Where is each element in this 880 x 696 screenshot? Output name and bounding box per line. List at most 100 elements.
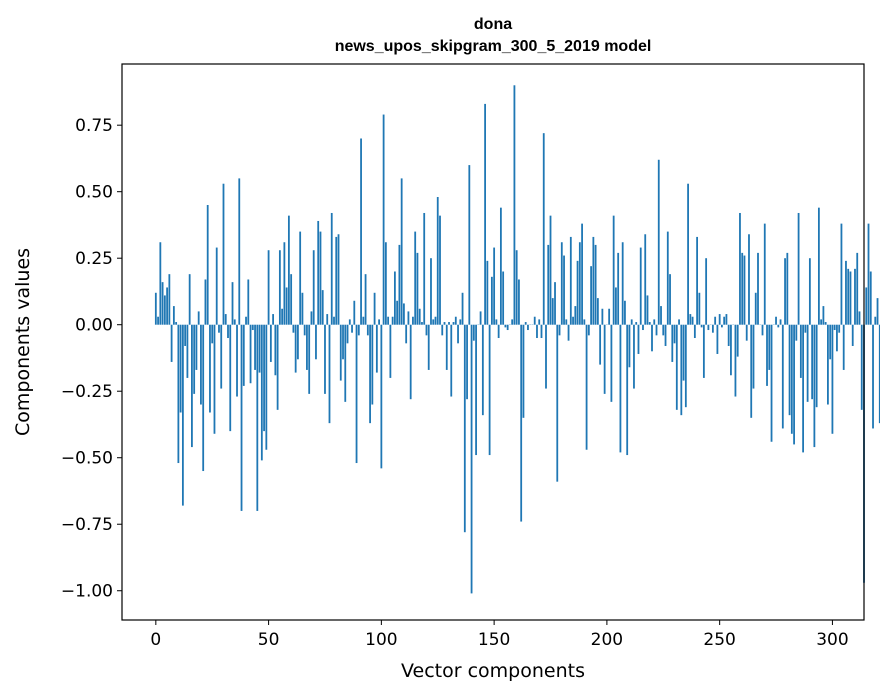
bar-280 xyxy=(786,252,789,325)
bar-231 xyxy=(675,324,678,410)
bar-6 xyxy=(168,274,171,325)
bar-211 xyxy=(630,319,633,325)
bar-42 xyxy=(249,324,252,384)
bar-series xyxy=(154,85,880,594)
bar-178 xyxy=(556,324,559,482)
bar-156 xyxy=(506,324,509,331)
bar-249 xyxy=(716,324,719,354)
bar-168 xyxy=(533,316,536,325)
bar-216 xyxy=(642,324,644,331)
bar-45 xyxy=(256,324,259,511)
bar-110 xyxy=(403,303,405,325)
bar-104 xyxy=(389,324,392,378)
bar-273 xyxy=(770,324,773,442)
bar-269 xyxy=(761,324,764,336)
bar-87 xyxy=(351,324,353,333)
bar-107 xyxy=(396,300,399,325)
plot-frame xyxy=(121,63,865,621)
bar-271 xyxy=(766,324,768,386)
bar-67 xyxy=(306,324,308,370)
bar-43 xyxy=(251,324,254,331)
bar-75 xyxy=(324,324,326,394)
bar-248 xyxy=(714,316,717,325)
bar-101 xyxy=(382,114,385,325)
bar-7 xyxy=(170,324,173,362)
bar-171 xyxy=(540,324,543,339)
bar-9 xyxy=(175,322,178,325)
bar-282 xyxy=(790,324,793,434)
bar-79 xyxy=(333,316,335,325)
bar-77 xyxy=(328,324,331,424)
bar-76 xyxy=(326,314,329,325)
bar-20 xyxy=(200,324,202,405)
bar-229 xyxy=(671,324,674,362)
y-tick-label: 0.00 xyxy=(75,316,113,336)
bar-210 xyxy=(628,324,631,368)
x-tick-label: 250 xyxy=(703,630,735,650)
bar-235 xyxy=(684,324,687,408)
bar-118 xyxy=(421,322,423,325)
bar-73 xyxy=(319,231,322,325)
bar-270 xyxy=(763,223,766,325)
bar-221 xyxy=(653,319,656,325)
bar-260 xyxy=(741,252,744,325)
bar-36 xyxy=(236,324,238,397)
bar-261 xyxy=(743,255,746,325)
bar-185 xyxy=(572,316,574,325)
bar-308 xyxy=(849,271,852,325)
bar-266 xyxy=(754,292,757,325)
bar-52 xyxy=(272,314,274,325)
bar-32 xyxy=(227,324,229,339)
bar-48 xyxy=(263,324,265,432)
bar-182 xyxy=(565,319,568,325)
bar-237 xyxy=(689,314,692,325)
bar-117 xyxy=(418,308,421,325)
bar-241 xyxy=(698,292,701,325)
bar-298 xyxy=(827,324,829,405)
bar-127 xyxy=(441,324,444,336)
bar-207 xyxy=(621,242,624,325)
bar-31 xyxy=(224,314,227,325)
bar-130 xyxy=(448,322,450,325)
bar-303 xyxy=(838,324,841,333)
bar-236 xyxy=(687,183,689,325)
bar-83 xyxy=(342,324,344,360)
bar-65 xyxy=(301,292,304,325)
bar-254 xyxy=(727,324,730,346)
bar-61 xyxy=(292,324,295,333)
bar-310 xyxy=(854,268,856,325)
bar-120 xyxy=(425,324,428,336)
bar-293 xyxy=(815,324,818,408)
bar-239 xyxy=(693,324,696,339)
bar-277 xyxy=(779,319,782,325)
bar-153 xyxy=(499,207,502,325)
bar-292 xyxy=(813,324,816,448)
bar-183 xyxy=(567,324,570,341)
x-tick-label: 200 xyxy=(591,630,623,650)
bar-263 xyxy=(748,234,750,325)
bar-208 xyxy=(624,300,626,325)
bar-126 xyxy=(439,215,441,325)
bar-98 xyxy=(375,324,378,373)
bar-147 xyxy=(486,260,489,325)
bar-219 xyxy=(648,322,651,325)
bar-162 xyxy=(520,324,523,522)
bar-66 xyxy=(303,324,306,336)
bar-132 xyxy=(452,322,455,325)
bar-315 xyxy=(865,287,868,325)
bar-144 xyxy=(479,311,482,325)
bar-149 xyxy=(490,276,493,325)
bar-190 xyxy=(583,319,586,325)
bar-29 xyxy=(220,324,223,389)
bar-205 xyxy=(617,252,620,325)
bar-88 xyxy=(353,300,356,325)
bar-54 xyxy=(276,324,279,410)
bar-253 xyxy=(725,314,728,325)
bar-272 xyxy=(768,324,771,370)
bar-245 xyxy=(707,324,710,331)
bar-34 xyxy=(231,282,234,325)
bar-100 xyxy=(380,324,383,469)
bar-125 xyxy=(436,197,439,325)
bar-259 xyxy=(739,212,741,325)
x-tick-label: 0 xyxy=(150,630,161,650)
